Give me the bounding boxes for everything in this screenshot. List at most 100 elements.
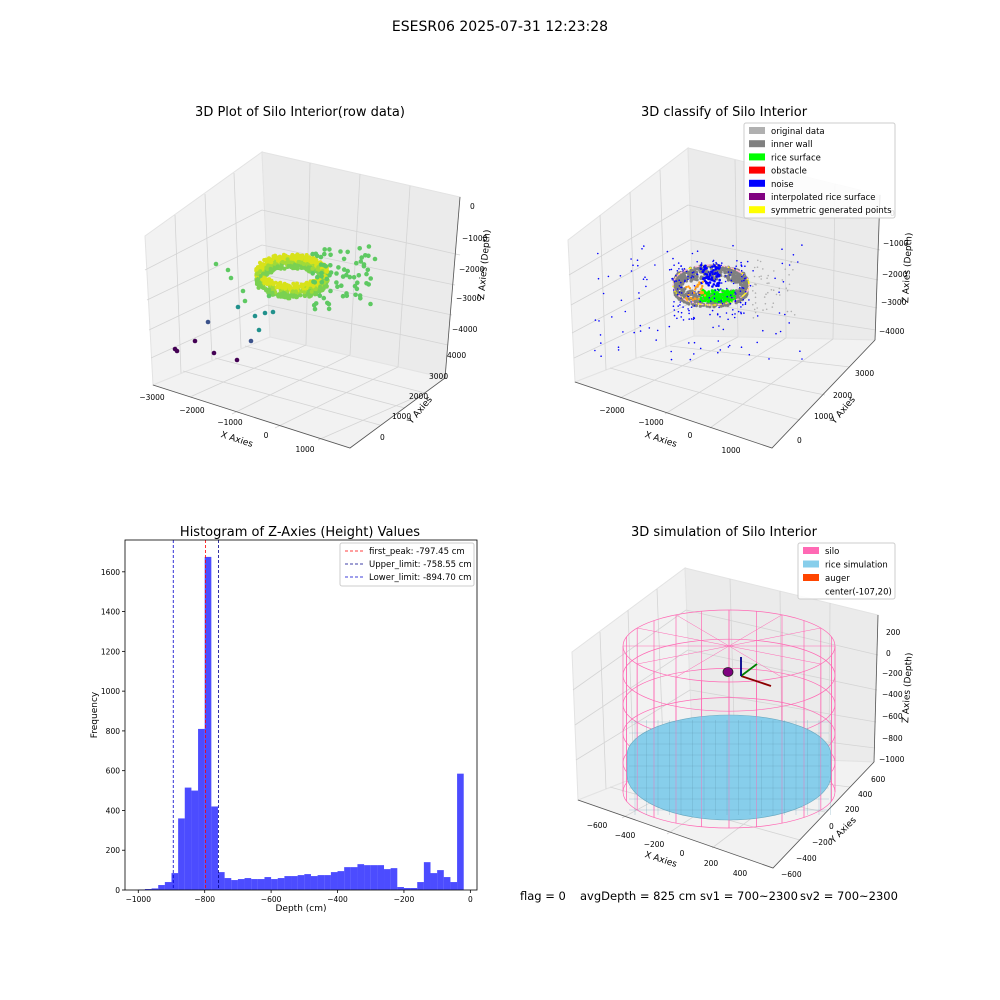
symmetric-point — [747, 288, 749, 291]
noise-point — [680, 297, 682, 299]
classify-x-ticks: −2000 −1000 0 1000 — [599, 406, 740, 455]
raw-point — [317, 293, 323, 299]
histogram-bar — [217, 872, 225, 890]
obstacle-point — [696, 285, 699, 288]
raw-point — [364, 281, 369, 286]
inner-wall-point — [736, 292, 740, 296]
noise-point — [748, 353, 751, 356]
raw-point — [326, 306, 332, 312]
silo-spoke — [637, 645, 730, 665]
noise-point — [781, 262, 784, 265]
noise-point — [713, 279, 716, 283]
simulation-z-label: Z Axies (Depth) — [901, 652, 915, 723]
noise-point — [617, 346, 620, 349]
rice-surface-point — [710, 289, 714, 293]
noise-point — [680, 286, 683, 289]
raw-x-label: X Axies — [219, 430, 254, 450]
noise-point — [711, 271, 714, 274]
raw-point — [248, 338, 254, 344]
raw-point — [340, 274, 346, 279]
inner-wall-point — [734, 289, 739, 293]
inner-wall-point — [687, 271, 691, 275]
raw-point — [327, 247, 332, 252]
rice-surface-point — [723, 290, 727, 293]
legend-swatch — [749, 193, 765, 200]
raw-point — [336, 265, 341, 270]
status-sv1: sv1 = 700~2300 — [700, 889, 798, 903]
status-sv2: sv2 = 700~2300 — [800, 889, 898, 903]
noise-point — [739, 290, 742, 293]
raw-point — [341, 256, 347, 262]
noise-point — [710, 300, 712, 303]
raw-point — [308, 259, 313, 264]
inner-wall-point — [725, 270, 729, 274]
noise-point — [717, 351, 719, 354]
noise-point — [732, 309, 734, 311]
noise-point — [703, 279, 707, 283]
raw-ytick: 0 — [380, 433, 385, 442]
noise-point — [741, 275, 743, 278]
symmetric-point — [726, 266, 729, 268]
inner-wall-point — [680, 277, 684, 281]
noise-point — [641, 248, 643, 250]
raw-point — [268, 266, 273, 271]
histogram-bar — [251, 879, 258, 890]
inner-wall-point — [724, 303, 728, 307]
noise-point — [680, 265, 683, 267]
histogram-bar — [211, 806, 218, 890]
noise-point — [688, 318, 690, 320]
legend-label: obstacle — [771, 167, 807, 177]
y-tick-label: 200 — [106, 846, 121, 855]
legend-label: original data — [771, 127, 825, 137]
original-point — [764, 302, 767, 305]
noise-point — [648, 327, 651, 329]
inner-wall-point — [683, 274, 687, 278]
raw-point — [281, 283, 286, 288]
original-point — [753, 266, 756, 269]
obstacle-point — [685, 285, 688, 289]
rice-surface-point — [719, 296, 722, 300]
noise-point — [712, 269, 715, 272]
symmetric-point — [741, 295, 744, 298]
histogram-title: Histogram of Z-Axies (Height) Values — [180, 525, 420, 540]
obstacle-point — [689, 296, 693, 300]
noise-point — [775, 332, 777, 335]
legend-label: rice simulation — [825, 561, 888, 571]
noise-point — [792, 254, 795, 256]
raw-point — [276, 256, 281, 261]
symmetric-point — [741, 272, 743, 275]
noise-point — [655, 339, 657, 341]
symmetric-point — [672, 284, 674, 286]
symmetric-point — [700, 303, 702, 306]
noise-point — [704, 272, 707, 276]
noise-point — [734, 291, 736, 294]
raw-point — [319, 273, 324, 279]
noise-point — [676, 270, 679, 272]
noise-point — [644, 276, 646, 279]
noise-point — [708, 272, 712, 276]
legend-swatch — [749, 127, 765, 134]
histogram-bar — [144, 889, 152, 890]
noise-point — [739, 301, 742, 304]
legend-label: first_peak: -797.45 cm — [369, 547, 465, 557]
raw-ztick: −3000 — [456, 294, 482, 303]
noise-point — [607, 275, 610, 278]
raw-point — [353, 292, 358, 298]
raw-point — [368, 301, 373, 307]
noise-point — [716, 313, 719, 315]
original-point — [772, 289, 775, 292]
inner-wall-point — [742, 275, 746, 279]
original-point — [771, 306, 774, 308]
histogram-bar — [377, 865, 385, 890]
noise-point — [717, 289, 720, 292]
simulation-y-ticks: 600 400 200 0 −200 −400 −600 — [781, 775, 886, 879]
raw-point — [298, 293, 303, 298]
raw-point — [322, 247, 328, 252]
noise-point — [673, 301, 675, 303]
raw-point — [263, 277, 268, 282]
raw-point — [266, 270, 271, 275]
symmetric-point — [715, 264, 718, 267]
simulation-drawing — [622, 609, 836, 829]
inner-wall-point — [712, 305, 716, 309]
